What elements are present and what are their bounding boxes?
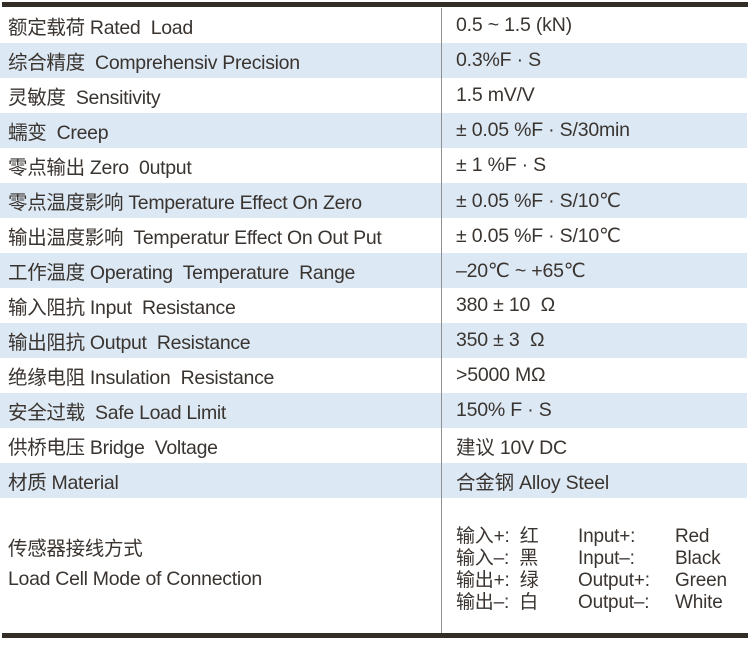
connection-label-cn: 传感器接线方式 bbox=[8, 538, 143, 560]
spec-value: 0.3%F · S bbox=[441, 43, 747, 78]
spec-value: 380 ± 10 Ω bbox=[441, 288, 747, 323]
spec-value: ± 0.05 %F · S/10℃ bbox=[441, 183, 747, 218]
spec-label: 输出阻抗 Output Resistance bbox=[8, 332, 251, 354]
table-row: 供桥电压 Bridge Voltage 建议 10V DC bbox=[0, 428, 747, 463]
spec-label: 输出温度影响 Temperatur Effect On Out Put bbox=[8, 227, 382, 249]
table-row: 综合精度 Comprehensiv Precision 0.3%F · S bbox=[0, 43, 747, 78]
table-row: 安全过载 Safe Load Limit 150% F · S bbox=[0, 393, 747, 428]
wiring-color: Red bbox=[675, 526, 710, 547]
spec-label: 蠕变 Creep bbox=[8, 122, 109, 144]
spec-label: 工作温度 Operating Temperature Range bbox=[8, 262, 356, 284]
spec-value: ± 0.05 %F · S/10℃ bbox=[441, 218, 747, 253]
table-row: 材质 Material 合金钢 Alloy Steel bbox=[0, 463, 747, 498]
spec-label: 安全过载 Safe Load Limit bbox=[8, 402, 227, 424]
table-row: 零点输出 Zero 0utput ± 1 %F · S bbox=[0, 148, 747, 183]
spec-label: 额定载荷 Rated Load bbox=[8, 17, 193, 39]
connection-label: 传感器接线方式 Load Cell Mode of Connection bbox=[0, 498, 441, 633]
wiring-cn: 输入+: 红 bbox=[456, 526, 539, 547]
spec-label: 灵敏度 Sensitivity bbox=[8, 87, 161, 109]
wiring-en: Output–: bbox=[578, 592, 650, 613]
table-row: 灵敏度 Sensitivity 1.5 mV/V bbox=[0, 78, 747, 113]
connection-value: 输入+: 红 Input+: Red 输入–: 黑 Input–: Black … bbox=[441, 498, 747, 633]
wiring-en: Input+: bbox=[578, 526, 636, 547]
table-row: 额定载荷 Rated Load 0.5 ~ 1.5 (kN) bbox=[0, 8, 747, 43]
spec-value: 0.5 ~ 1.5 (kN) bbox=[441, 8, 747, 43]
spec-value: >5000 MΩ bbox=[441, 358, 747, 393]
spec-table: 额定载荷 Rated Load 0.5 ~ 1.5 (kN) 综合精度 Comp… bbox=[0, 8, 747, 633]
spec-label: 绝缘电阻 Insulation Resistance bbox=[8, 367, 275, 389]
table-row: 输出阻抗 Output Resistance 350 ± 3 Ω bbox=[0, 323, 747, 358]
spec-value: 合金钢 Alloy Steel bbox=[441, 463, 747, 498]
table-row: 输出温度影响 Temperatur Effect On Out Put ± 0.… bbox=[0, 218, 747, 253]
spec-label: 零点温度影响 Temperature Effect On Zero bbox=[8, 192, 362, 214]
spec-label: 供桥电压 Bridge Voltage bbox=[8, 437, 218, 459]
spec-value: 建议 10V DC bbox=[441, 428, 747, 463]
wiring-color: Black bbox=[675, 548, 721, 569]
spec-label: 输入阻抗 Input Resistance bbox=[8, 297, 236, 319]
wiring-cn: 输出+: 绿 bbox=[456, 570, 539, 591]
wiring-table: 输入+: 红 Input+: Red 输入–: 黑 Input–: Black … bbox=[456, 526, 727, 614]
spec-value: 150% F · S bbox=[441, 393, 747, 428]
spec-value: ± 1 %F · S bbox=[441, 148, 747, 183]
wiring-en: Output+: bbox=[578, 570, 650, 591]
wiring-color: White bbox=[675, 592, 723, 613]
wiring-en: Input–: bbox=[578, 548, 635, 569]
spec-value: 350 ± 3 Ω bbox=[441, 323, 747, 358]
table-row-connection: 传感器接线方式 Load Cell Mode of Connection 输入+… bbox=[0, 498, 747, 633]
table-row: 输入阻抗 Input Resistance 380 ± 10 Ω bbox=[0, 288, 747, 323]
connection-label-en: Load Cell Mode of Connection bbox=[8, 568, 262, 590]
wiring-cn: 输入–: 黑 bbox=[456, 548, 539, 569]
bottom-rule bbox=[2, 633, 748, 638]
table-row: 工作温度 Operating Temperature Range –20℃ ~ … bbox=[0, 253, 747, 288]
table-row: 蠕变 Creep ± 0.05 %F · S/30min bbox=[0, 113, 747, 148]
wiring-color: Green bbox=[675, 570, 727, 591]
spec-label: 综合精度 Comprehensiv Precision bbox=[8, 52, 300, 74]
wiring-cn: 输出–: 白 bbox=[456, 592, 539, 613]
spec-label: 零点输出 Zero 0utput bbox=[8, 157, 192, 179]
table-row: 绝缘电阻 Insulation Resistance >5000 MΩ bbox=[0, 358, 747, 393]
spec-label: 材质 Material bbox=[8, 472, 119, 494]
table-row: 零点温度影响 Temperature Effect On Zero ± 0.05… bbox=[0, 183, 747, 218]
spec-value: –20℃ ~ +65℃ bbox=[441, 253, 747, 288]
spec-value: 1.5 mV/V bbox=[441, 78, 747, 113]
spec-value: ± 0.05 %F · S/30min bbox=[441, 113, 747, 148]
top-rule bbox=[2, 2, 748, 7]
